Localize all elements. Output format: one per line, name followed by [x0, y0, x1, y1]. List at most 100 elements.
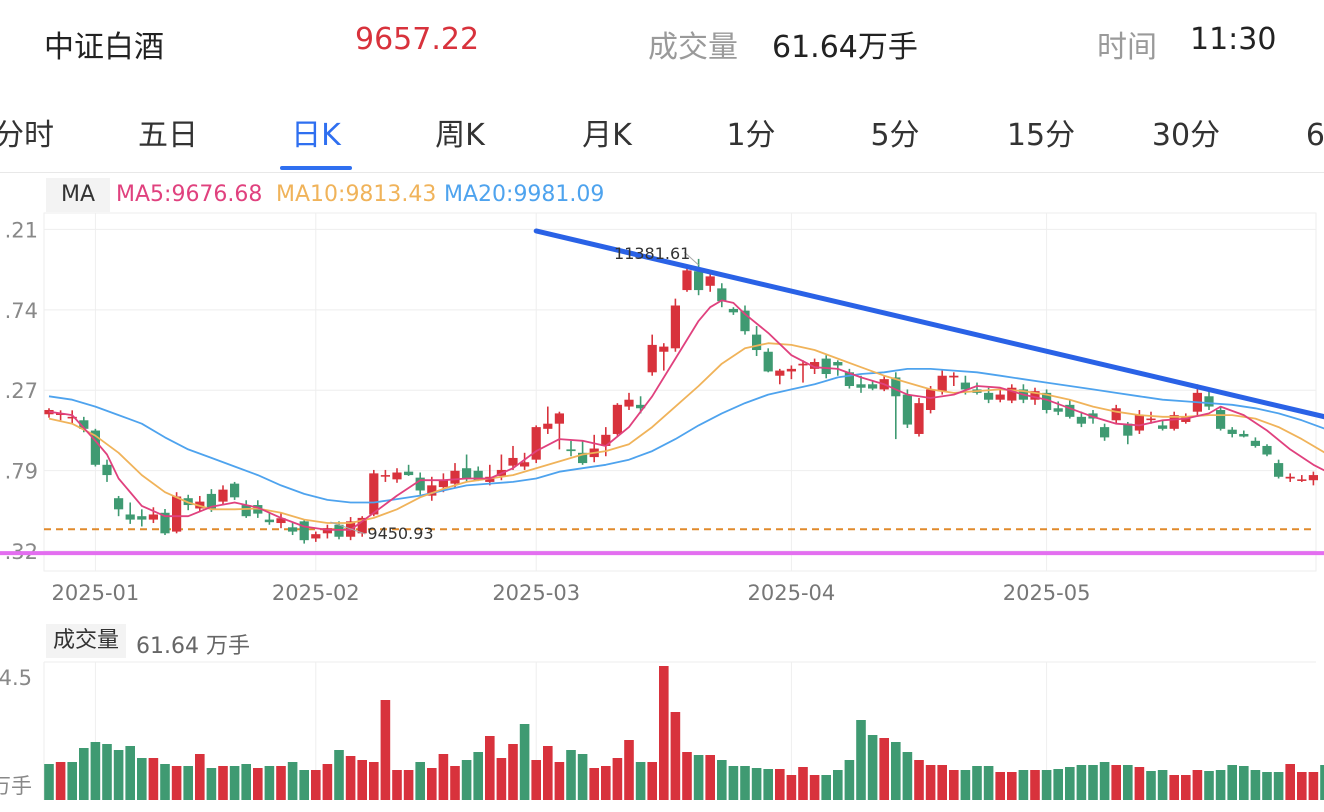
ma-tag[interactable]: MA — [46, 178, 110, 212]
volume-bar — [241, 764, 251, 800]
candle-body — [775, 370, 785, 376]
candle-body — [520, 462, 530, 467]
candle-body — [937, 375, 947, 392]
ma10-value: MA10:9813.43 — [276, 182, 437, 207]
price-y-tick: .21 — [5, 218, 38, 242]
volume-bar — [1215, 770, 1226, 800]
volume-bar — [914, 760, 924, 800]
candle-body — [137, 516, 147, 520]
candle-body — [276, 518, 286, 524]
candle-body — [682, 270, 692, 291]
volume-bar — [1239, 766, 1249, 800]
index-name: 中证白酒 — [44, 30, 164, 65]
volume-bar — [473, 752, 483, 800]
candle-body — [392, 472, 402, 480]
volume-bar — [1099, 762, 1110, 800]
volume-bar — [450, 766, 460, 800]
volume-bar — [1308, 772, 1319, 800]
resistance-trendline — [533, 228, 1324, 420]
volume-bar — [960, 770, 971, 800]
candle-body — [949, 375, 959, 378]
volume-bar — [1134, 767, 1145, 800]
candle-body — [1076, 416, 1086, 424]
tab-15min[interactable]: 15分 — [1006, 118, 1076, 153]
candle-body — [415, 477, 425, 491]
volume-bar — [137, 758, 147, 800]
volume-bar — [55, 762, 66, 800]
volume-bar — [891, 742, 901, 800]
volume-bar — [1053, 769, 1063, 800]
candle-body — [705, 276, 715, 286]
volume-bar — [125, 746, 135, 800]
candle-body — [647, 344, 657, 373]
ma10-line — [48, 342, 1324, 524]
candle-body — [1007, 387, 1017, 401]
tab-daily-k[interactable]: 日K — [291, 118, 341, 153]
tab-intraday[interactable]: 分时 — [0, 118, 54, 153]
candle-body — [902, 394, 912, 425]
volume-bar — [833, 770, 843, 800]
candle-body — [473, 470, 483, 481]
candle-body — [79, 420, 89, 429]
candle-body — [450, 470, 460, 484]
volume-bar — [1018, 770, 1029, 800]
volume-bar — [821, 775, 831, 800]
candle-body — [995, 394, 1005, 400]
candle-body — [740, 310, 750, 332]
volume-bar — [195, 754, 205, 800]
volume-bar — [612, 758, 623, 800]
candle-body — [1042, 392, 1052, 410]
volume-bar — [659, 666, 669, 800]
volume-bar — [1297, 772, 1307, 800]
tab-1min[interactable]: 1分 — [726, 118, 776, 153]
candle-body — [380, 475, 390, 477]
tab-monthly-k[interactable]: 月K — [582, 118, 632, 153]
volume-bar — [485, 736, 495, 800]
volume-bar — [1076, 765, 1087, 800]
tab-weekly-k[interactable]: 周K — [435, 118, 485, 153]
tab-30min[interactable]: 30分 — [1151, 118, 1221, 153]
volume-bar — [717, 760, 727, 800]
date-x-tick: 2025-02 — [272, 581, 360, 605]
volume-bar — [218, 766, 228, 800]
volume-bar — [380, 700, 391, 800]
volume-bar — [902, 752, 913, 800]
tab-5min[interactable]: 5分 — [870, 118, 920, 153]
candle-body — [90, 430, 100, 465]
volume-bar — [229, 766, 240, 800]
volume-bar — [496, 758, 507, 800]
volume-bar — [403, 770, 414, 800]
volume-bar — [647, 762, 657, 800]
volume-bar — [670, 712, 681, 800]
candle-body — [218, 489, 228, 502]
tab-60min[interactable]: 60分 — [1305, 118, 1324, 153]
volume-bar — [705, 755, 715, 800]
volume-bar — [1030, 770, 1040, 800]
candle-body — [601, 434, 611, 446]
volume-bar — [1250, 770, 1261, 800]
candle-body — [160, 512, 170, 534]
candle-body — [833, 362, 843, 366]
candle-body — [1134, 415, 1144, 431]
volume-bar — [311, 770, 321, 800]
price-y-tick: .79 — [5, 460, 38, 484]
volume-bar — [1227, 765, 1237, 800]
volume-bar — [531, 760, 541, 800]
volume-bar — [601, 766, 611, 800]
volume-bar — [867, 735, 878, 800]
candle-body — [531, 427, 541, 460]
volume-tag[interactable]: 成交量 — [46, 624, 126, 658]
active-tab-indicator — [280, 166, 352, 170]
candle-body — [914, 403, 924, 434]
candle-body — [856, 384, 866, 388]
volume-bar — [1157, 770, 1168, 800]
volume-bar — [635, 762, 646, 800]
date-x-tick: 2025-03 — [492, 581, 580, 605]
tab-five-day[interactable]: 五日 — [138, 118, 198, 153]
low-annotation-leader — [330, 521, 366, 535]
candle-body — [148, 514, 158, 520]
ma20-line — [48, 367, 1324, 504]
candle-body — [1227, 429, 1237, 434]
volume-legend-value: 61.64 万手 — [136, 634, 250, 659]
